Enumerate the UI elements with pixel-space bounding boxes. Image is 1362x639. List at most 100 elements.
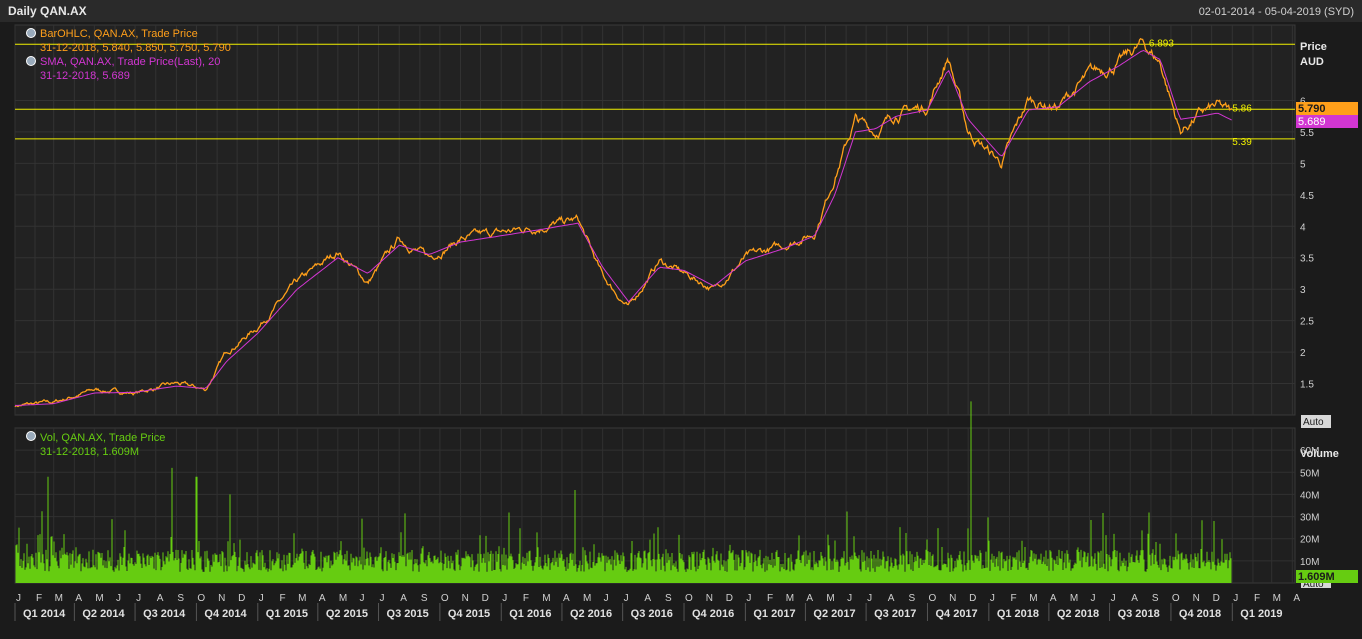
month-label: M <box>1273 593 1281 604</box>
price-tick-label: 1.5 <box>1300 380 1314 391</box>
month-label: D <box>726 593 733 604</box>
month-label: M <box>55 593 63 604</box>
month-label: J <box>1111 593 1116 604</box>
month-label: J <box>259 593 264 604</box>
month-label: J <box>847 593 852 604</box>
month-label: N <box>1193 593 1200 604</box>
month-label: M <box>1029 593 1037 604</box>
month-label: J <box>867 593 872 604</box>
vol-auto-button[interactable]: Auto <box>1303 579 1324 590</box>
volume-bars <box>15 401 1232 583</box>
ohlc-legend-icon[interactable] <box>26 28 36 38</box>
sma-legend-values: 31-12-2018, 5.689 <box>40 70 130 82</box>
hline-label: 5.86 <box>1232 103 1252 114</box>
month-label: J <box>360 593 365 604</box>
price-tick-label: 4 <box>1300 222 1306 233</box>
month-label: O <box>441 593 449 604</box>
vol-legend-icon[interactable] <box>26 431 36 441</box>
month-label: J <box>502 593 507 604</box>
quarter-label: Q1 2018 <box>997 608 1039 620</box>
month-label: M <box>1070 593 1078 604</box>
volume-axis[interactable]: Volume 10M 20M 30M 40M 50M 60M Auto 1.609M <box>1296 446 1358 590</box>
month-label: A <box>157 593 164 604</box>
price-horizontal-grid <box>15 99 1295 385</box>
month-label: A <box>75 593 82 604</box>
quarter-label: Q4 2016 <box>692 608 734 620</box>
month-label: O <box>685 593 693 604</box>
last-price-badge-bg <box>1296 102 1358 115</box>
month-label: M <box>542 593 550 604</box>
month-label: F <box>767 593 773 604</box>
volume-tick-label: 40M <box>1300 490 1319 501</box>
hline-label: 6.893 <box>1149 38 1174 49</box>
price-tick-label: 2.5 <box>1300 317 1314 328</box>
hline-label: 5.39 <box>1232 137 1252 148</box>
month-label: S <box>421 593 428 604</box>
quarter-label: Q2 2016 <box>570 608 612 620</box>
month-label: M <box>298 593 306 604</box>
quarter-label: Q4 2015 <box>448 608 490 620</box>
quarter-label: Q3 2017 <box>874 608 916 620</box>
quarter-label: Q2 2018 <box>1057 608 1099 620</box>
month-label: A <box>806 593 813 604</box>
month-label: D <box>238 593 245 604</box>
price-panel[interactable] <box>14 24 1296 416</box>
month-label: J <box>380 593 385 604</box>
sma-badge-bg <box>1296 115 1358 128</box>
date-range: 02-01-2014 - 05-04-2019 (SYD) <box>1199 6 1354 18</box>
month-label: F <box>1011 593 1017 604</box>
price-series-line <box>14 37 1233 408</box>
month-label: N <box>706 593 713 604</box>
month-label: A <box>1050 593 1057 604</box>
price-tick-label: 4.5 <box>1300 191 1314 202</box>
month-label: A <box>400 593 407 604</box>
month-label: N <box>462 593 469 604</box>
vol-legend-title: Vol, QAN.AX, Trade Price <box>40 432 165 444</box>
month-label: J <box>1233 593 1238 604</box>
month-label: S <box>908 593 915 604</box>
quarter-label: Q1 2014 <box>23 608 66 620</box>
month-label: A <box>644 593 651 604</box>
price-tick-label: 5.5 <box>1300 128 1314 139</box>
volume-tick-label: 30M <box>1300 513 1319 524</box>
chart-title: Daily QAN.AX <box>8 4 87 18</box>
month-label: O <box>197 593 205 604</box>
quarter-label: Q4 2014 <box>204 608 247 620</box>
month-label: A <box>563 593 570 604</box>
volume-tick-label: 50M <box>1300 468 1319 479</box>
month-label: A <box>1131 593 1138 604</box>
month-label: S <box>1152 593 1159 604</box>
quarter-label: Q1 2017 <box>753 608 795 620</box>
quarter-label: Q1 2015 <box>266 608 308 620</box>
price-auto-button-bg[interactable] <box>1301 415 1331 428</box>
volume-vertical-grid <box>14 428 1293 583</box>
price-tick-label: 3.5 <box>1300 254 1314 265</box>
price-axis-title: Price <box>1300 41 1327 53</box>
quarter-label: Q1 2016 <box>509 608 551 620</box>
price-auto-button[interactable]: Auto <box>1303 417 1324 428</box>
quarter-label: Q4 2017 <box>935 608 977 620</box>
month-label: F <box>36 593 42 604</box>
price-tick-label: 5 <box>1300 159 1306 170</box>
volume-tick-label: 60M <box>1300 446 1319 457</box>
price-axis[interactable]: Price AUD 1.5 2 2.5 3 3.5 4 4.5 5 5.5 6 5.790 5.6… <box>1296 41 1358 428</box>
month-label: A <box>1293 593 1300 604</box>
month-label: J <box>116 593 121 604</box>
x-axis-quarters: Q1 2014 Q2 2014 Q3 2014 Q4 2014 Q1 2015 Q2 20… <box>14 603 1283 621</box>
month-label: J <box>136 593 141 604</box>
month-label: O <box>1172 593 1180 604</box>
price-axis-unit: AUD <box>1300 56 1324 68</box>
month-label: M <box>826 593 834 604</box>
month-label: M <box>786 593 794 604</box>
month-label: N <box>218 593 225 604</box>
ohlc-legend-title: BarOHLC, QAN.AX, Trade Price <box>40 28 198 40</box>
month-label: D <box>969 593 976 604</box>
sma-legend-icon[interactable] <box>26 56 36 66</box>
last-volume-badge-bg <box>1296 570 1358 583</box>
volume-tick-label: 10M <box>1300 557 1319 568</box>
quarter-label: Q3 2014 <box>143 608 186 620</box>
month-label: D <box>1213 593 1220 604</box>
month-label: J <box>1091 593 1096 604</box>
